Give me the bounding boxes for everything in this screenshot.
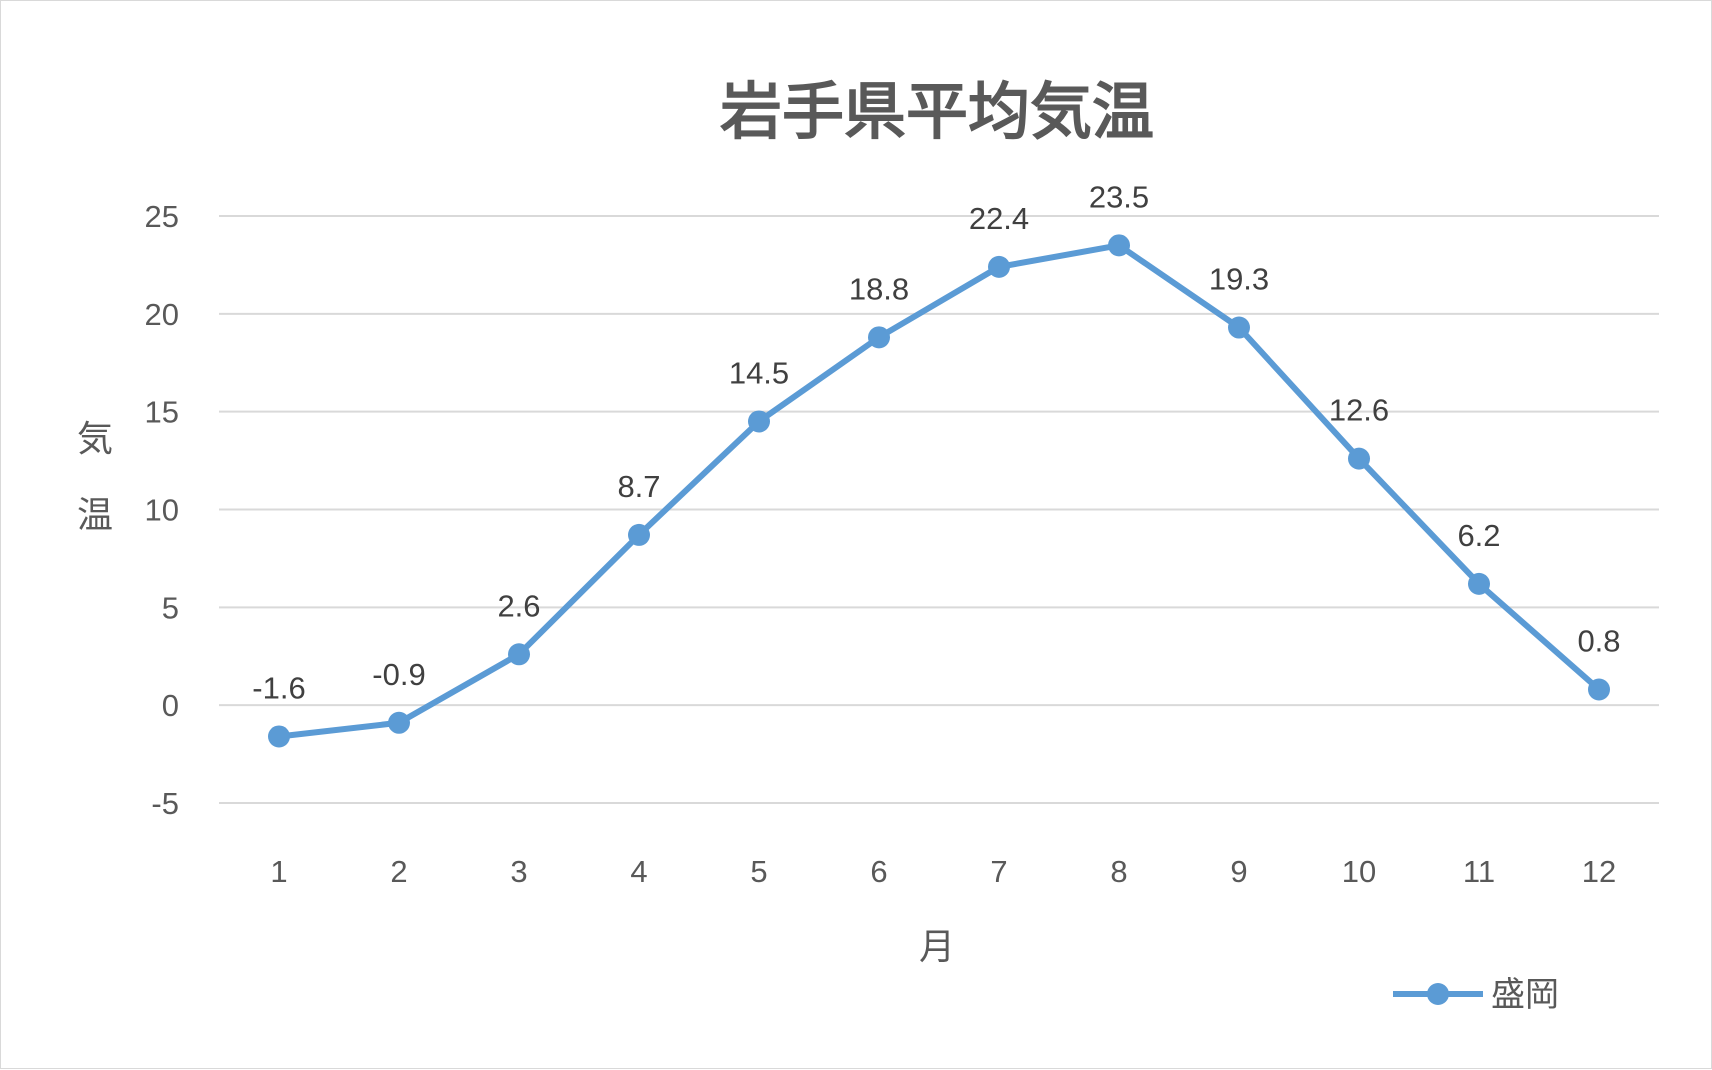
x-tick-label: 10 — [1342, 854, 1376, 889]
data-label: 23.5 — [1089, 179, 1149, 214]
y-axis-title-char: 気 — [77, 419, 113, 460]
chart-title: 岩手県平均気温 — [720, 75, 1154, 148]
data-label: 19.3 — [1209, 262, 1269, 297]
data-point — [1468, 572, 1490, 595]
y-tick-label: -5 — [151, 786, 179, 821]
data-label: 0.8 — [1577, 624, 1620, 659]
x-tick-label: 9 — [1230, 854, 1247, 889]
data-point — [748, 410, 770, 433]
gridlines — [219, 215, 1659, 804]
data-label: 6.2 — [1457, 518, 1500, 553]
y-axis-title: 気温 — [77, 419, 113, 536]
data-label: -0.9 — [372, 657, 425, 692]
legend-marker — [1427, 983, 1449, 1005]
series-layer — [268, 234, 1610, 748]
legend-label: 盛岡 — [1491, 975, 1559, 1015]
y-tick-label: 5 — [162, 590, 179, 625]
data-point — [1588, 678, 1610, 701]
data-label: 14.5 — [729, 355, 789, 390]
x-tick-label: 6 — [870, 854, 887, 889]
y-tick-label: 20 — [145, 297, 179, 332]
data-label: 2.6 — [497, 588, 540, 623]
y-tick-label: 10 — [145, 493, 179, 528]
x-axis-title: 月 — [919, 927, 955, 968]
data-point — [988, 255, 1010, 278]
x-tick-label: 2 — [390, 854, 407, 889]
data-point — [628, 523, 650, 546]
x-tick-label: 12 — [1582, 854, 1616, 889]
x-tick-label: 7 — [990, 854, 1007, 889]
data-point — [868, 326, 890, 349]
data-label: 12.6 — [1329, 393, 1389, 428]
series-line — [276, 242, 1602, 740]
x-tick-label: 4 — [630, 854, 647, 889]
data-point — [1228, 316, 1250, 339]
x-tick-label: 3 — [510, 854, 527, 889]
data-label: 22.4 — [969, 201, 1029, 236]
y-tick-label: 0 — [162, 688, 179, 723]
x-tick-label: 5 — [750, 854, 767, 889]
data-point — [1348, 447, 1370, 470]
data-point — [388, 711, 410, 734]
data-label: 18.8 — [849, 271, 909, 306]
x-tick-label: 11 — [1463, 854, 1495, 889]
data-label: 8.7 — [617, 469, 660, 504]
data-point — [508, 643, 530, 666]
data-point — [1108, 234, 1130, 257]
y-axis-title-char: 温 — [77, 495, 113, 536]
y-tick-label: 15 — [145, 395, 179, 430]
x-tick-label: 8 — [1110, 854, 1127, 889]
data-label: -1.6 — [252, 670, 305, 705]
data-point — [268, 725, 290, 748]
legend: 盛岡 — [1393, 975, 1559, 1015]
x-tick-label: 1 — [270, 854, 287, 889]
y-tick-label: 25 — [145, 199, 179, 234]
